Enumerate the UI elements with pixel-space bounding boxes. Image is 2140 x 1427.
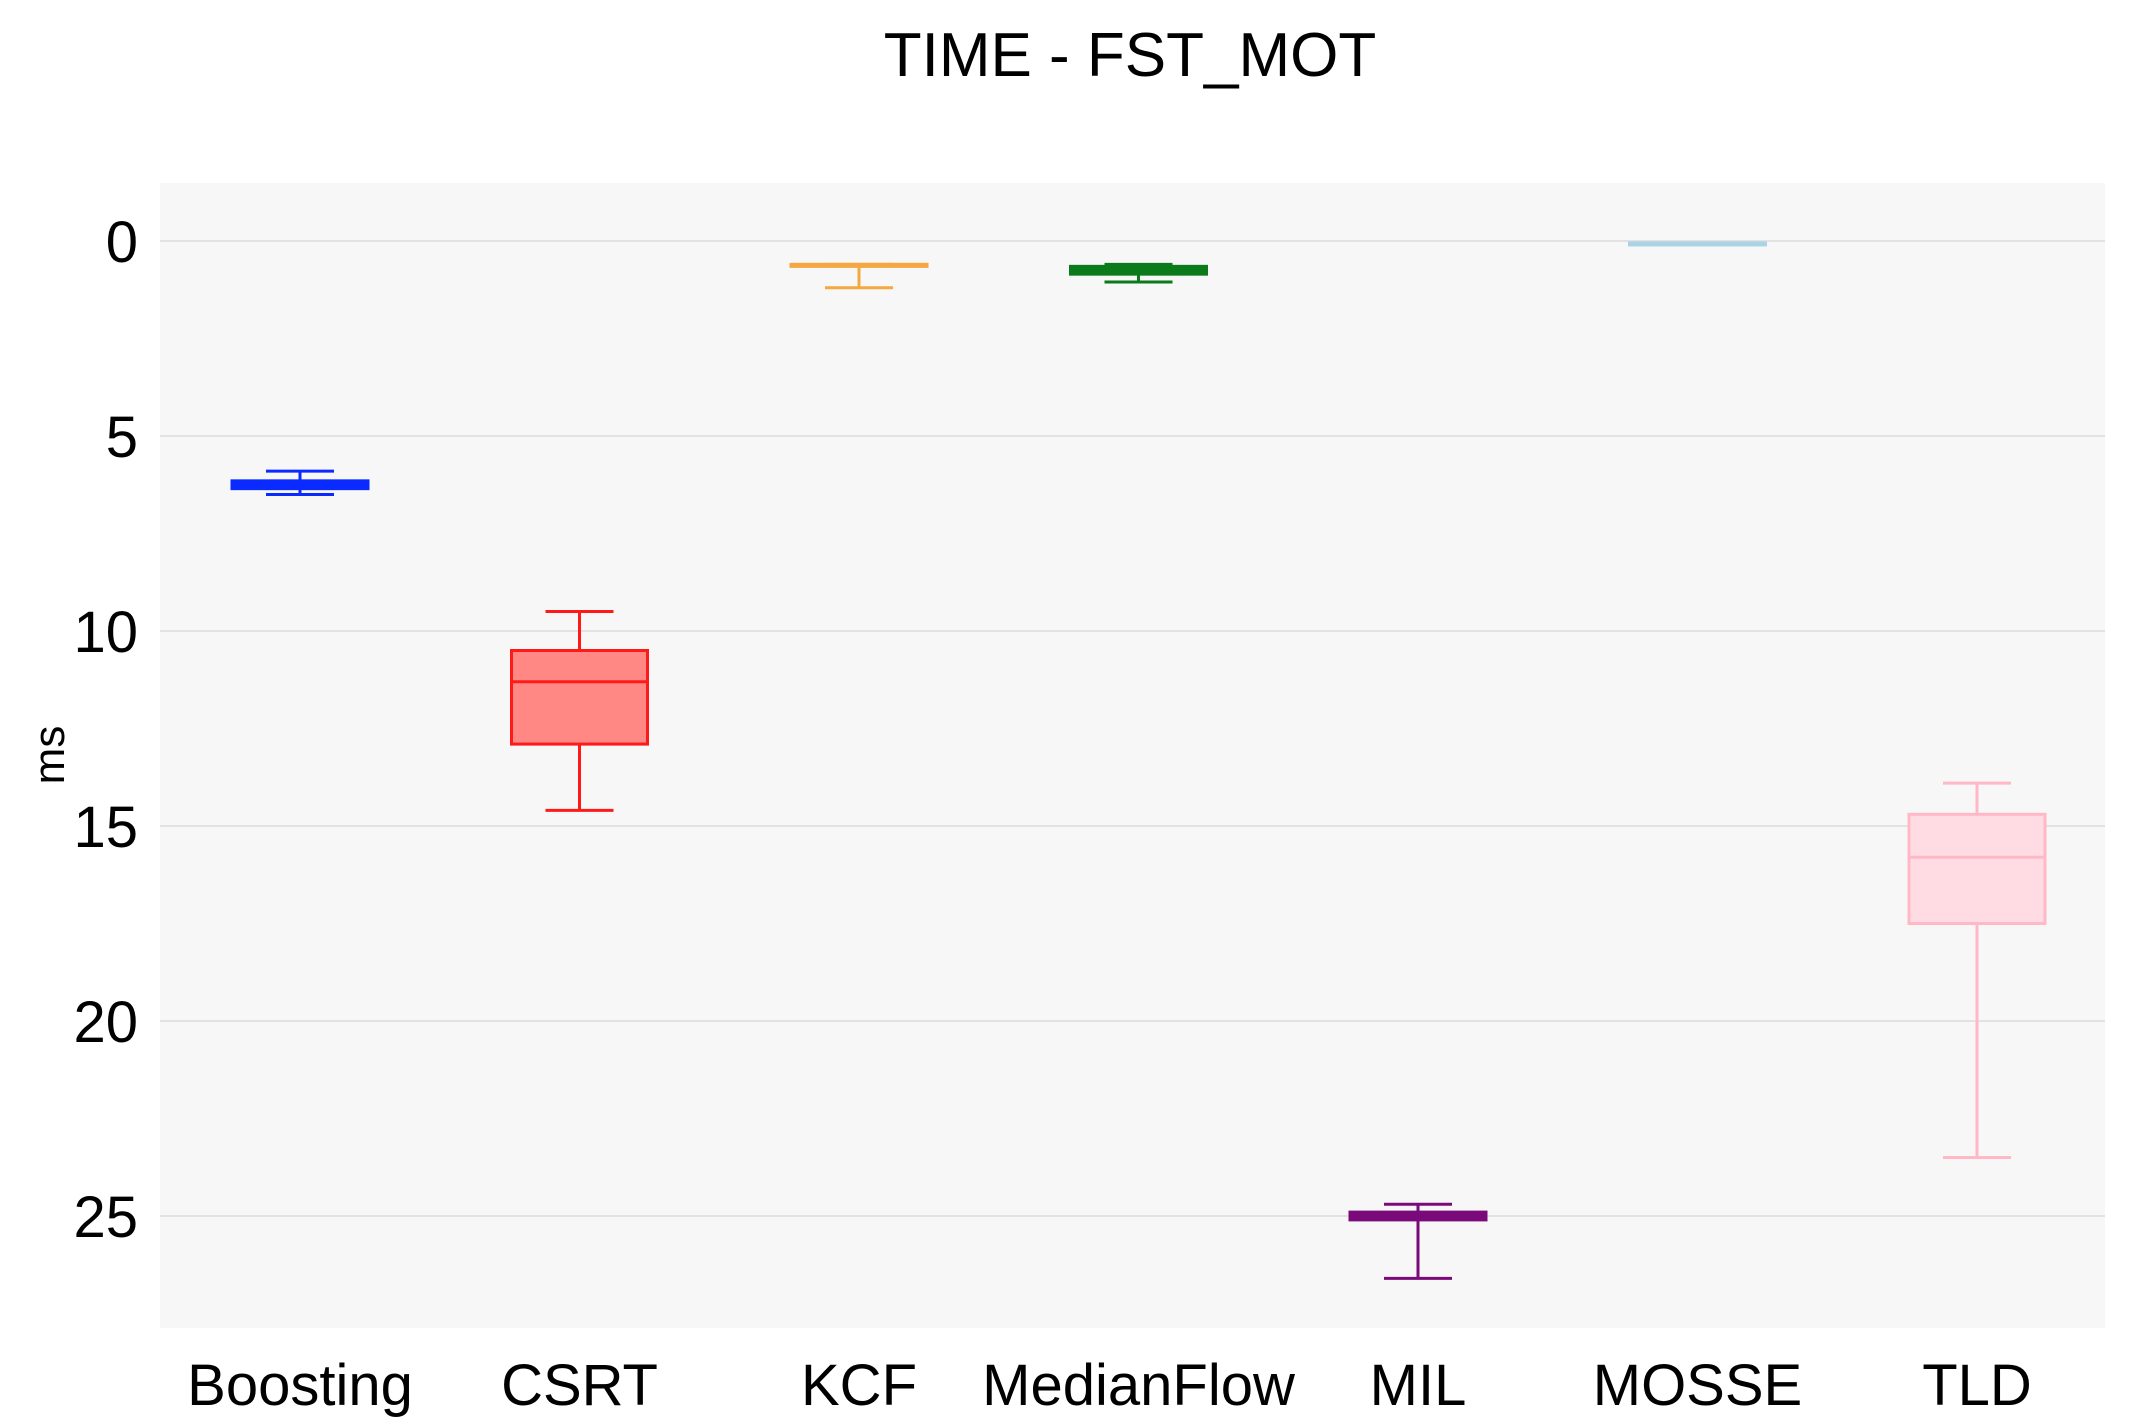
y-tick-label-5: 5 [106, 405, 138, 470]
y-tick-label-25: 25 [73, 1185, 138, 1250]
y-tick-label-20: 20 [73, 990, 138, 1055]
plot-background [160, 183, 2105, 1328]
box-tld [1907, 781, 2047, 1159]
x-tick-label-mosse: MOSSE [1593, 1353, 1803, 1418]
x-tick-label-csrt: CSRT [501, 1353, 658, 1418]
y-tick-label-10: 10 [73, 600, 138, 665]
grid-lines [160, 240, 2105, 1217]
y-axis-label: ms [25, 726, 74, 785]
box-boosting [230, 469, 370, 496]
x-tick-label-kcf: KCF [801, 1353, 917, 1418]
x-category-labels: Boosting CSRT KCF MedianFlow MIL MOSSE TLD [187, 1353, 2032, 1418]
box-csrt [510, 610, 649, 812]
y-tick-label-15: 15 [73, 795, 138, 860]
x-tick-label-mil: MIL [1370, 1353, 1467, 1418]
box-body-tld [1907, 812, 2047, 925]
box-mil [1348, 1202, 1488, 1280]
x-tick-label-boosting: Boosting [187, 1353, 413, 1418]
chart-title: TIME - FST_MOT [884, 21, 1377, 90]
x-tick-label-medianflow: MedianFlow [982, 1353, 1296, 1418]
box-body-csrt [510, 649, 649, 746]
boxes [230, 241, 2047, 1280]
box-kcf [789, 262, 929, 290]
y-tick-label-0: 0 [106, 210, 138, 275]
box-medianflow [1069, 262, 1208, 284]
y-tick-labels: 0 5 10 15 20 25 [73, 210, 138, 1250]
x-tick-label-tld: TLD [1922, 1353, 2032, 1418]
box-mosse [1628, 241, 1767, 247]
